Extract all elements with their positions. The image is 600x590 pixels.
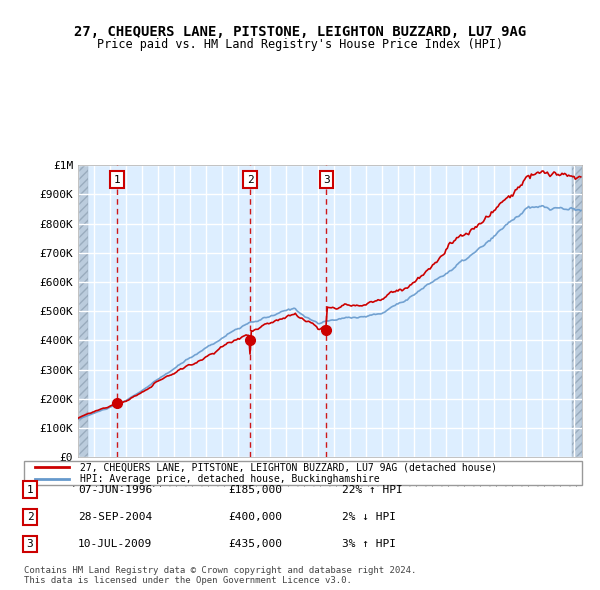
Text: Price paid vs. HM Land Registry's House Price Index (HPI): Price paid vs. HM Land Registry's House … [97,38,503,51]
Text: Contains HM Land Registry data © Crown copyright and database right 2024.
This d: Contains HM Land Registry data © Crown c… [24,566,416,585]
Text: 1: 1 [26,485,34,494]
Text: 07-JUN-1996: 07-JUN-1996 [78,485,152,494]
Text: 28-SEP-2004: 28-SEP-2004 [78,512,152,522]
Text: 2: 2 [247,175,253,185]
Text: 3: 3 [323,175,330,185]
Text: 27, CHEQUERS LANE, PITSTONE, LEIGHTON BUZZARD, LU7 9AG (detached house): 27, CHEQUERS LANE, PITSTONE, LEIGHTON BU… [80,463,497,472]
Text: 1: 1 [113,175,121,185]
FancyBboxPatch shape [24,461,582,485]
Text: HPI: Average price, detached house, Buckinghamshire: HPI: Average price, detached house, Buck… [80,474,379,484]
Text: 2: 2 [26,512,34,522]
Text: 3: 3 [26,539,34,549]
Text: 22% ↑ HPI: 22% ↑ HPI [342,485,403,494]
Text: £400,000: £400,000 [228,512,282,522]
Text: £435,000: £435,000 [228,539,282,549]
Text: £185,000: £185,000 [228,485,282,494]
Text: 10-JUL-2009: 10-JUL-2009 [78,539,152,549]
Bar [572,165,582,457]
Text: 27, CHEQUERS LANE, PITSTONE, LEIGHTON BUZZARD, LU7 9AG: 27, CHEQUERS LANE, PITSTONE, LEIGHTON BU… [74,25,526,39]
Text: 2% ↓ HPI: 2% ↓ HPI [342,512,396,522]
Text: 3% ↑ HPI: 3% ↑ HPI [342,539,396,549]
Bar [78,165,88,457]
